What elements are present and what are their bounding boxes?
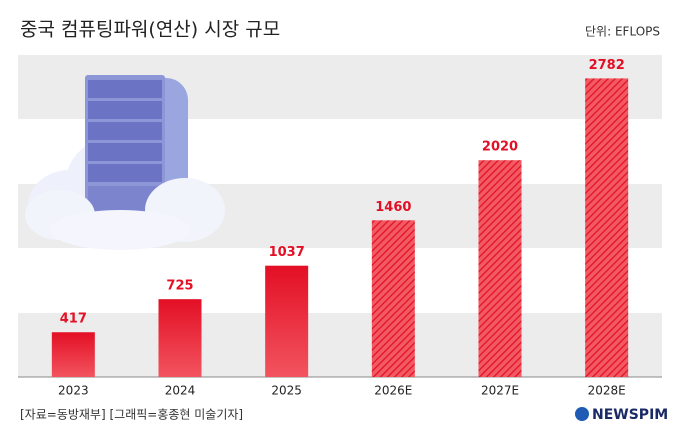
x-tick-label: 2025 (271, 384, 302, 398)
value-label: 2782 (589, 58, 625, 73)
x-tick-label: 2024 (165, 384, 196, 398)
x-tick-label: 2026E (374, 384, 412, 398)
bar (478, 160, 522, 377)
value-label: 1037 (269, 245, 305, 260)
value-label: 1460 (375, 200, 411, 215)
brand: NEWSPIM (592, 407, 668, 423)
x-tick-label: 2028E (588, 384, 626, 398)
bar (265, 265, 309, 377)
value-label: 725 (166, 279, 193, 294)
value-label: 417 (60, 312, 87, 327)
source: [자료=동방재부] [그래픽=홍종현 미술기자] (20, 408, 243, 422)
bar (585, 78, 629, 377)
brand-logo (575, 407, 589, 421)
x-tick-label: 2027E (481, 384, 519, 398)
x-tick-label: 2023 (58, 384, 89, 398)
chart-title: 중국 컴퓨팅파워(연산) 시장 규모 (20, 19, 280, 41)
unit-label: 단위: EFLOPS (585, 25, 660, 39)
server-illustration (25, 75, 225, 250)
bar (51, 332, 95, 377)
bar (158, 299, 202, 377)
value-label: 2020 (482, 140, 518, 155)
bar (371, 220, 415, 377)
